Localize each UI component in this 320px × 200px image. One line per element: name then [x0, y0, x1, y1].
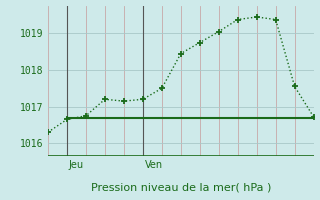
Text: Pression niveau de la mer( hPa ): Pression niveau de la mer( hPa )	[91, 183, 271, 193]
Text: Jeu: Jeu	[69, 160, 84, 170]
Text: Ven: Ven	[145, 160, 163, 170]
